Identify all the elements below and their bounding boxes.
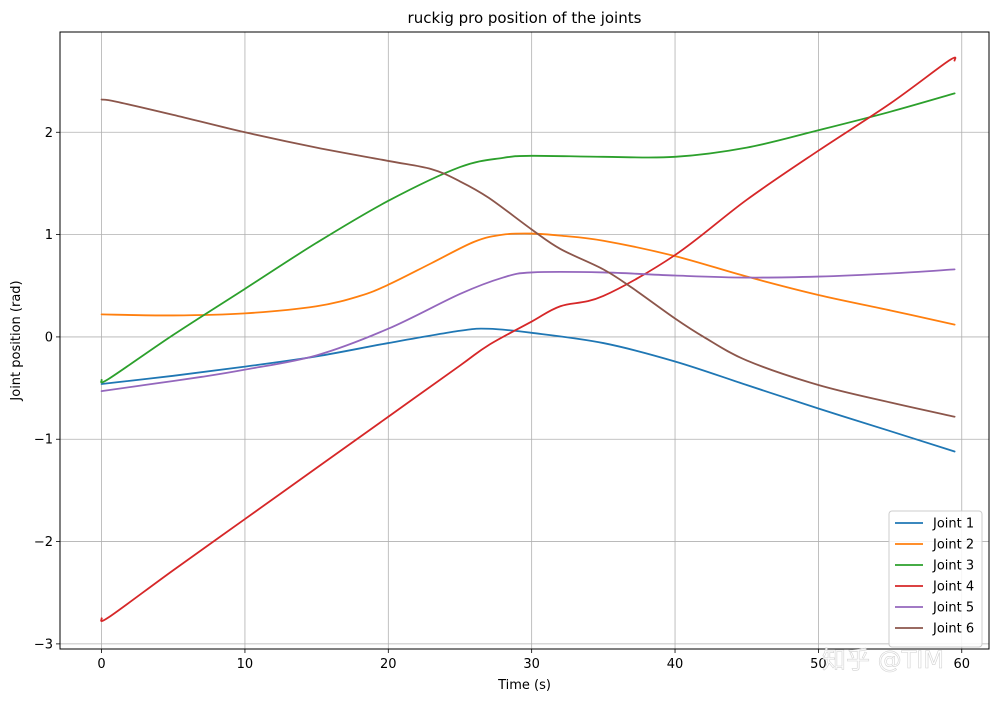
x-tick-label: 10 bbox=[237, 657, 254, 672]
x-axis-label: Time (s) bbox=[497, 678, 551, 693]
y-tick-label: −2 bbox=[34, 535, 53, 550]
legend-label: Joint 5 bbox=[932, 601, 974, 616]
series-line-joint-3 bbox=[100, 92, 956, 384]
legend-box bbox=[888, 510, 983, 648]
ticks: 0 10 20 30 40 50 60 −3 −2 −1 0 1 2 bbox=[34, 126, 970, 672]
y-tick-label: 2 bbox=[45, 126, 53, 141]
legend-label: Joint 2 bbox=[932, 538, 974, 553]
legend-label: Joint 6 bbox=[932, 622, 974, 637]
y-tick-label: 0 bbox=[45, 330, 53, 345]
series-line-joint-6 bbox=[100, 98, 956, 418]
series-line-joint-4 bbox=[100, 56, 957, 622]
plot-frame bbox=[59, 31, 990, 650]
legend-label: Joint 1 bbox=[932, 517, 974, 532]
y-tick-label: −3 bbox=[34, 637, 53, 652]
series-line-joint-5 bbox=[100, 268, 956, 393]
legend-label: Joint 3 bbox=[932, 559, 974, 574]
x-tick-label: 0 bbox=[97, 657, 105, 672]
x-tick-label: 20 bbox=[380, 657, 397, 672]
y-tick-label: −1 bbox=[34, 433, 53, 448]
y-tick-label: 1 bbox=[45, 228, 53, 243]
x-tick-label: 40 bbox=[667, 657, 684, 672]
chart-title: ruckig pro position of the joints bbox=[408, 9, 642, 27]
series-group bbox=[100, 56, 957, 622]
x-tick-label: 50 bbox=[810, 657, 827, 672]
x-tick-label: 30 bbox=[523, 657, 540, 672]
watermark-logo: 知乎 @TIM bbox=[822, 646, 944, 674]
y-axis-label: Joint position (rad) bbox=[9, 280, 24, 401]
series-line-joint-2 bbox=[100, 232, 956, 326]
legend-label: Joint 4 bbox=[932, 580, 974, 595]
x-tick-label: 60 bbox=[953, 657, 970, 672]
legend: Joint 1 Joint 2 Joint 3 Joint 4 Joint 5 Joint… bbox=[888, 510, 983, 648]
series-line-joint-1 bbox=[100, 327, 956, 453]
